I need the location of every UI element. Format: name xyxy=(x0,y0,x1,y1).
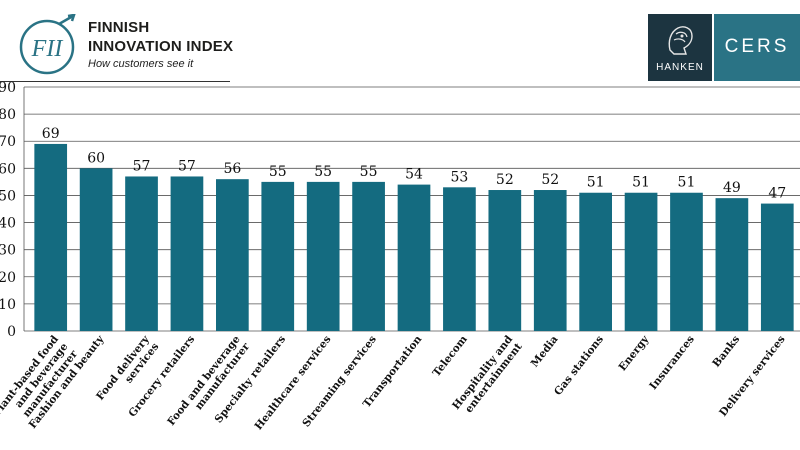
y-tick-label: 10 xyxy=(0,297,16,313)
cers-label: CERS xyxy=(724,36,790,57)
bar xyxy=(624,192,658,331)
brand-tagline: How customers see it xyxy=(88,58,194,70)
bar-value-label: 51 xyxy=(587,175,605,191)
y-tick-label: 80 xyxy=(0,107,16,123)
bar xyxy=(261,181,295,331)
category-label: Healthcare services xyxy=(253,333,334,432)
y-tick-label: 30 xyxy=(0,243,16,259)
y-tick-label: 90 xyxy=(0,80,16,96)
bar xyxy=(670,192,703,331)
bar xyxy=(533,190,567,331)
category-label: Energy xyxy=(617,333,652,374)
bar-value-label: 52 xyxy=(541,172,559,188)
bar xyxy=(715,198,749,331)
category-label: Telecom xyxy=(430,333,469,379)
category-label: Gas stations xyxy=(552,333,606,397)
category-label: Banks xyxy=(710,333,742,369)
y-tick-label: 20 xyxy=(0,270,16,286)
bar xyxy=(79,168,113,331)
bar-value-label: 51 xyxy=(632,175,650,191)
brand: FINNISH INNOVATION INDEX How customers s… xyxy=(88,18,233,70)
bar xyxy=(397,184,431,331)
category-label-line: Media xyxy=(529,333,561,369)
category-label-line: Insurances xyxy=(647,333,697,392)
bar-value-label: 51 xyxy=(678,175,696,191)
y-tick-label: 0 xyxy=(7,324,16,340)
bar xyxy=(306,181,340,331)
header: FII FINNISH INNOVATION INDEX How custome… xyxy=(0,0,800,82)
bar xyxy=(352,181,385,331)
bar-value-label: 54 xyxy=(405,167,423,183)
hanken-crest-icon xyxy=(668,26,693,55)
hanken-label: HANKEN xyxy=(656,62,704,73)
bar-value-label: 56 xyxy=(223,161,241,177)
bar xyxy=(488,190,522,331)
bar xyxy=(125,176,158,331)
bar-value-label: 57 xyxy=(133,158,151,174)
bar-value-label: 60 xyxy=(87,150,105,166)
category-label-line: Telecom xyxy=(430,333,469,379)
bar xyxy=(34,143,68,331)
bar-value-label: 55 xyxy=(360,164,378,180)
y-tick-label: 50 xyxy=(0,188,16,204)
bar-value-label: 55 xyxy=(314,164,332,180)
bar-value-label: 55 xyxy=(269,164,287,180)
bar xyxy=(760,203,794,331)
bar-value-label: 49 xyxy=(723,180,741,196)
bar-value-label: 52 xyxy=(496,172,514,188)
bar-value-label: 47 xyxy=(768,186,786,202)
bar xyxy=(443,187,476,331)
category-label: Media xyxy=(529,333,561,369)
cers-logo: CERS xyxy=(714,14,800,81)
bar-value-label: 53 xyxy=(450,169,468,185)
category-label: Insurances xyxy=(647,333,697,392)
category-label-line: Healthcare services xyxy=(253,333,334,432)
fii-logo: FII xyxy=(19,14,76,75)
bar-value-label: 57 xyxy=(178,158,196,174)
category-label-line: Gas stations xyxy=(552,333,606,397)
hanken-logo: HANKEN xyxy=(648,14,712,81)
bar-value-label: 69 xyxy=(42,126,60,142)
category-label-line: Energy xyxy=(617,333,652,374)
bar xyxy=(170,176,204,331)
fii-logo-text: FII xyxy=(31,36,64,62)
category-label-line: Banks xyxy=(710,333,742,369)
y-tick-label: 70 xyxy=(0,134,16,150)
bar xyxy=(579,192,612,331)
brand-line2: INNOVATION INDEX xyxy=(88,38,234,55)
bar xyxy=(216,179,249,331)
brand-line1: FINNISH xyxy=(88,19,150,36)
y-tick-label: 60 xyxy=(0,161,16,177)
y-tick-label: 40 xyxy=(0,216,16,232)
